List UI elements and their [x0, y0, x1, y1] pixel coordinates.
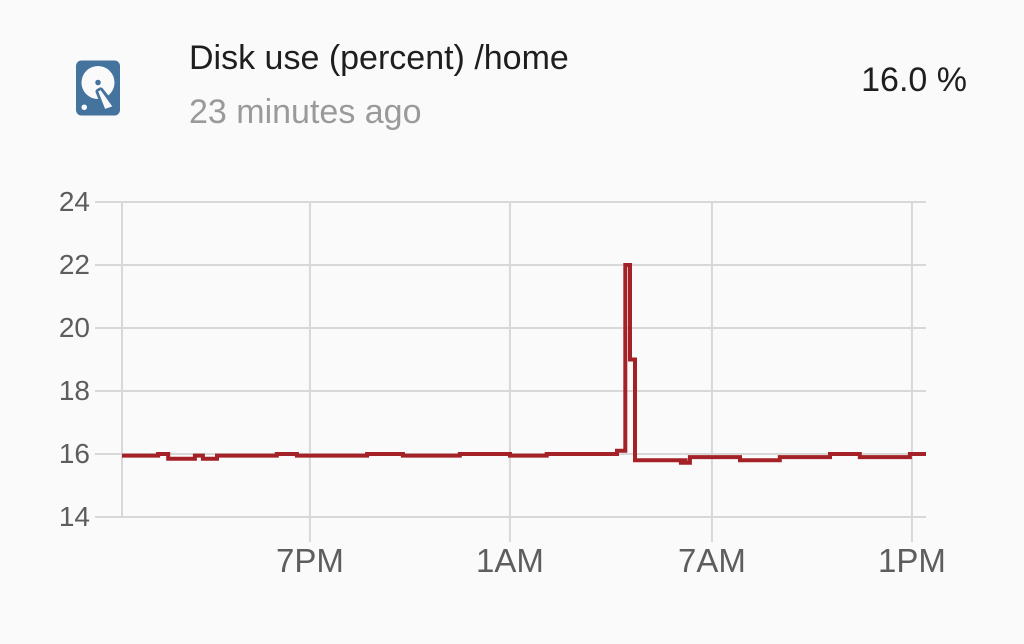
- entity-title: Disk use (percent) /home: [189, 39, 569, 77]
- y-axis-tick-label: 24: [59, 186, 90, 217]
- y-axis-tick-label: 20: [59, 312, 90, 343]
- x-axis-tick-label: 7AM: [678, 542, 746, 579]
- y-axis-tick-label: 16: [59, 438, 90, 469]
- y-axis-tick-label: 18: [59, 375, 90, 406]
- series-line: [122, 263, 926, 465]
- y-axis-tick-label: 22: [59, 249, 90, 280]
- entity-value: 16.0 %: [861, 61, 967, 99]
- harddisk-icon: [76, 60, 120, 116]
- entity-last-changed: 23 minutes ago: [189, 93, 422, 131]
- x-axis-tick-label: 1PM: [878, 542, 946, 579]
- x-axis-tick-label: 1AM: [476, 542, 544, 579]
- x-axis-tick-label: 7PM: [276, 542, 344, 579]
- y-axis-tick-label: 14: [59, 501, 90, 532]
